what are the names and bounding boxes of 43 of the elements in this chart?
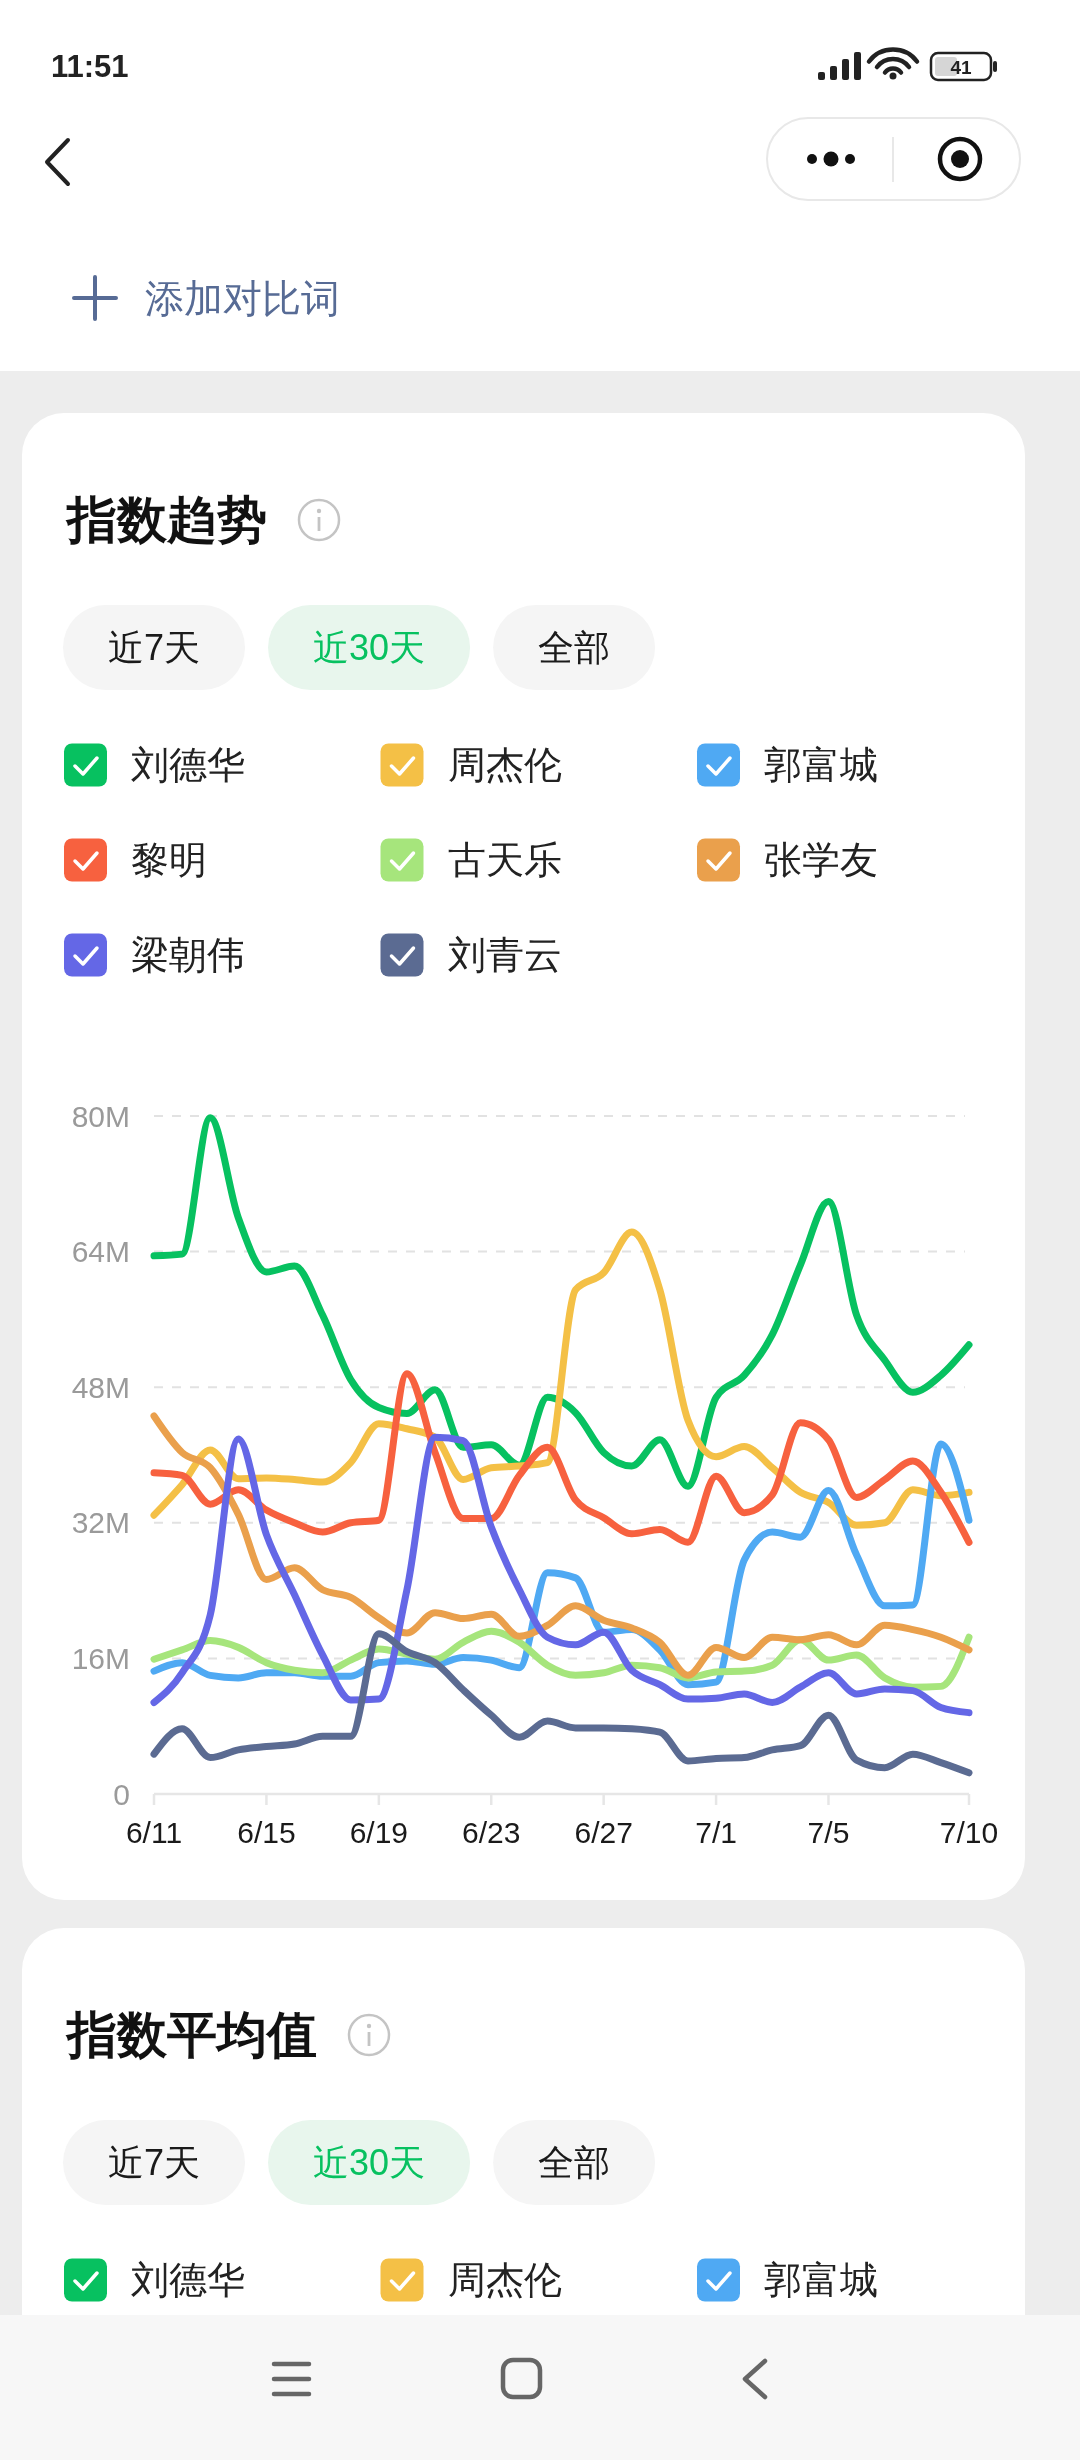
tab-button: 近30天 <box>268 605 471 690</box>
tab-button: 近30天 <box>268 2120 471 2205</box>
y-tick-label: 80M <box>71 1099 130 1133</box>
text: 41 <box>950 56 972 78</box>
text: 添加对比词 <box>145 276 340 320</box>
legend-item: 刘德华 <box>64 2258 245 2302</box>
legend-label: 梁朝伟 <box>131 934 245 976</box>
y-tick-label: 64M <box>71 1235 130 1269</box>
legend-label: 郭富城 <box>764 2259 878 2301</box>
x-tick-label: 7/5 <box>807 1815 850 1849</box>
legend-item: 郭富城 <box>697 2258 878 2302</box>
text: 指数平均值 <box>65 2007 317 2063</box>
x-tick-label: 7/1 <box>695 1815 737 1849</box>
legend-item: 刘德华 <box>64 743 245 787</box>
legend-label: 刘德华 <box>131 2259 245 2301</box>
legend-label: 周杰伦 <box>447 744 562 786</box>
legend-label: 周杰伦 <box>447 2259 562 2301</box>
text: 11:51 <box>51 48 129 84</box>
legend-label: 黎明 <box>131 839 207 881</box>
legend-item: 古天乐 <box>380 838 562 882</box>
y-tick-label: 16M <box>71 1641 130 1675</box>
legend-item: 郭富城 <box>697 743 878 787</box>
y-tick-label: 32M <box>71 1506 130 1540</box>
legend-item: 黎明 <box>64 838 207 882</box>
y-tick-label: 48M <box>71 1370 130 1404</box>
legend-item: 刘青云 <box>380 933 562 977</box>
x-tick-label: 6/15 <box>237 1815 296 1849</box>
legend-item: 周杰伦 <box>380 2258 562 2302</box>
x-tick-label: 6/11 <box>125 1815 183 1849</box>
legend-label: 刘青云 <box>447 934 562 976</box>
y-tick-label: 0 <box>113 1777 130 1811</box>
x-tick-label: 6/27 <box>574 1815 633 1849</box>
legend-item: 张学友 <box>697 838 878 882</box>
legend-item: 梁朝伟 <box>64 933 245 977</box>
x-tick-label: 6/19 <box>349 1815 409 1849</box>
legend-label: 古天乐 <box>447 839 562 881</box>
chart-title: 指数趋势 <box>65 492 267 548</box>
legend-label: 张学友 <box>764 839 878 881</box>
legend-item: 周杰伦 <box>380 743 562 787</box>
x-tick-label: 6/23 <box>462 1815 521 1849</box>
legend-label: 刘德华 <box>131 744 245 786</box>
legend-label: 郭富城 <box>764 744 878 786</box>
x-tick-label: 7/10 <box>939 1815 999 1849</box>
